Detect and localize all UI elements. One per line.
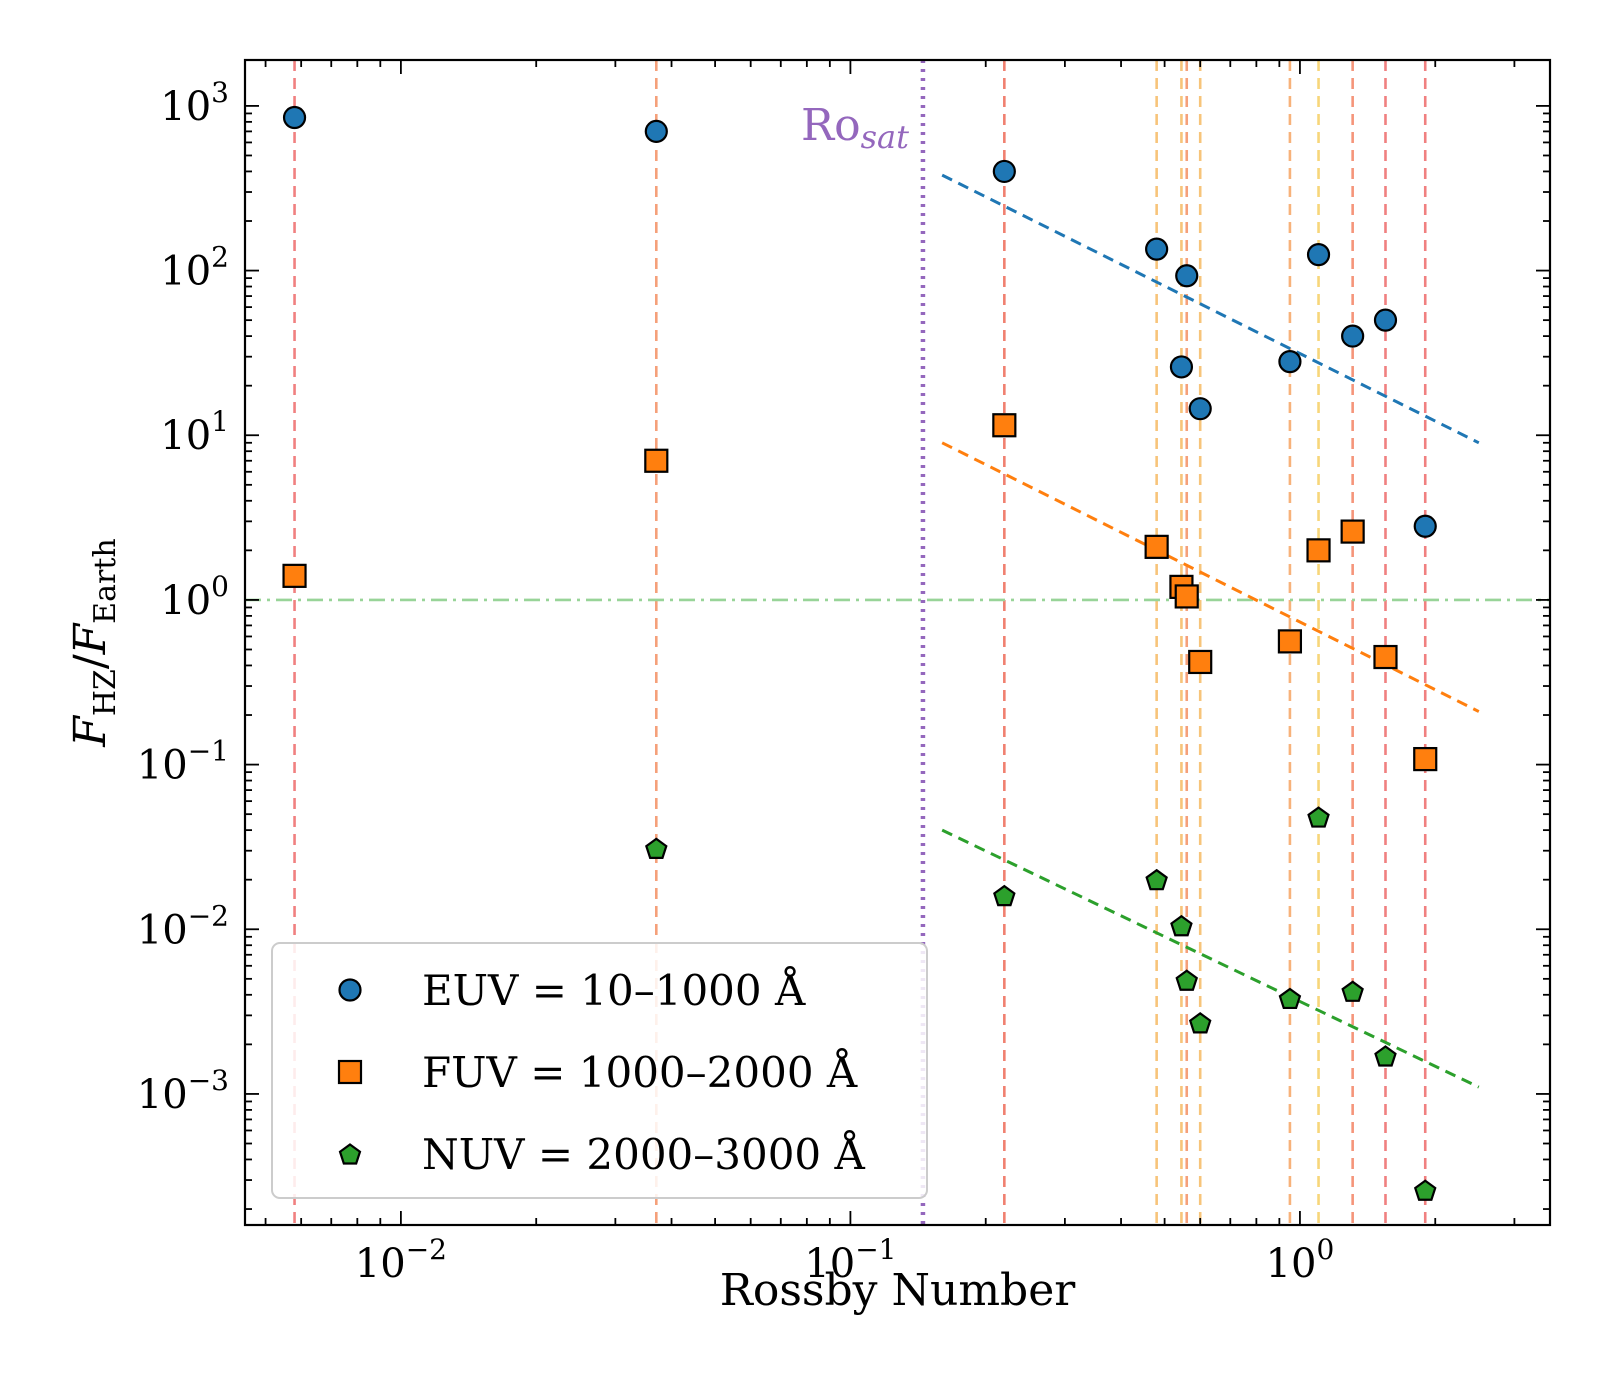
point-s2-4	[1175, 969, 1199, 991]
point-s0-8	[1306, 243, 1331, 267]
point-s0-10	[1373, 308, 1398, 332]
data-points	[282, 105, 1438, 1201]
point-s0-0	[282, 105, 307, 130]
point-s2-6	[1278, 987, 1302, 1010]
y-tick-label: 10−2	[137, 899, 229, 953]
y-axis-title: FHZ/FEarth	[65, 538, 123, 747]
axes	[243, 58, 1552, 1227]
y-tick-label: 102	[160, 241, 229, 295]
point-s2-10	[1413, 1179, 1437, 1201]
point-s0-3	[1145, 237, 1169, 261]
fit-lines	[941, 173, 1480, 1089]
legend-marker-2	[338, 1143, 362, 1165]
y-tick-label: 101	[160, 405, 229, 459]
fit-line-1	[941, 441, 1480, 713]
point-s0-6	[1188, 397, 1212, 421]
point-s1-6	[1188, 649, 1213, 675]
point-s0-11	[1413, 514, 1437, 538]
reference-lines	[245, 60, 1550, 1225]
rosat-annotation: Rosat	[801, 100, 909, 156]
legend: EUV = 10–1000 Å FUV = 1000–2000 Å NUV = 20…	[271, 942, 928, 1199]
y-axis-title-sub2: Earth	[88, 538, 123, 624]
point-s2-3	[1170, 914, 1193, 937]
point-s1-8	[1306, 538, 1331, 563]
tick-labels: 10−2 10−1 100 10−3 10−2 10−1 100 101 102 103	[137, 76, 1334, 1287]
legend-marker-0	[338, 978, 362, 1002]
point-s2-7	[1307, 806, 1330, 828]
point-s1-5	[1174, 584, 1199, 609]
y-tick-label: 103	[160, 76, 229, 130]
point-s0-7	[1278, 350, 1302, 374]
point-s0-5	[1169, 355, 1194, 379]
point-s1-3	[1144, 534, 1169, 559]
y-axis-title-main: F	[65, 715, 116, 748]
point-s1-7	[1277, 629, 1303, 654]
fit-line-2	[941, 828, 1480, 1089]
fit-line-0	[941, 173, 1480, 445]
point-s0-2	[992, 159, 1016, 184]
point-s1-1	[644, 448, 669, 473]
legend-box	[271, 942, 928, 1199]
point-s2-1	[993, 884, 1016, 907]
rosat-label-sub: sat	[861, 118, 910, 156]
point-s1-10	[1373, 644, 1398, 670]
point-s1-2	[992, 413, 1017, 438]
y-axis-title-sub1: HZ	[88, 669, 123, 716]
x-tick-label: 10−2	[355, 1233, 447, 1287]
point-s1-0	[282, 563, 307, 588]
point-s2-8	[1341, 980, 1364, 1002]
legend-label-2: NUV = 2000–3000 Å	[422, 1129, 865, 1179]
legend-label-0: EUV = 10–1000 Å	[422, 965, 806, 1015]
x-axis-title: Rossby Number	[720, 1265, 1077, 1316]
x-tick-label: 100	[1266, 1233, 1335, 1287]
point-s2-5	[1188, 1012, 1212, 1034]
legend-label-1: FUV = 1000–2000 Å	[422, 1047, 858, 1097]
y-axis-title-sep: /	[65, 654, 116, 669]
y-tick-label: 10−1	[137, 735, 229, 789]
plot-frame	[243, 58, 1552, 1227]
y-axis-title-main2: F	[65, 622, 116, 655]
x-tick-label: 10−1	[804, 1233, 896, 1287]
point-s2-9	[1374, 1045, 1397, 1067]
point-s2-2	[1145, 868, 1168, 891]
point-s0-4	[1175, 264, 1199, 288]
point-s0-9	[1341, 324, 1365, 348]
point-s2-0	[645, 837, 668, 859]
point-s1-11	[1413, 746, 1438, 772]
point-s1-9	[1340, 519, 1365, 544]
point-s0-1	[644, 119, 668, 144]
legend-marker-1	[337, 1059, 363, 1085]
rosat-label-main: Ro	[801, 100, 861, 151]
y-tick-label: 10−3	[137, 1064, 229, 1118]
y-tick-label: 100	[160, 570, 229, 624]
